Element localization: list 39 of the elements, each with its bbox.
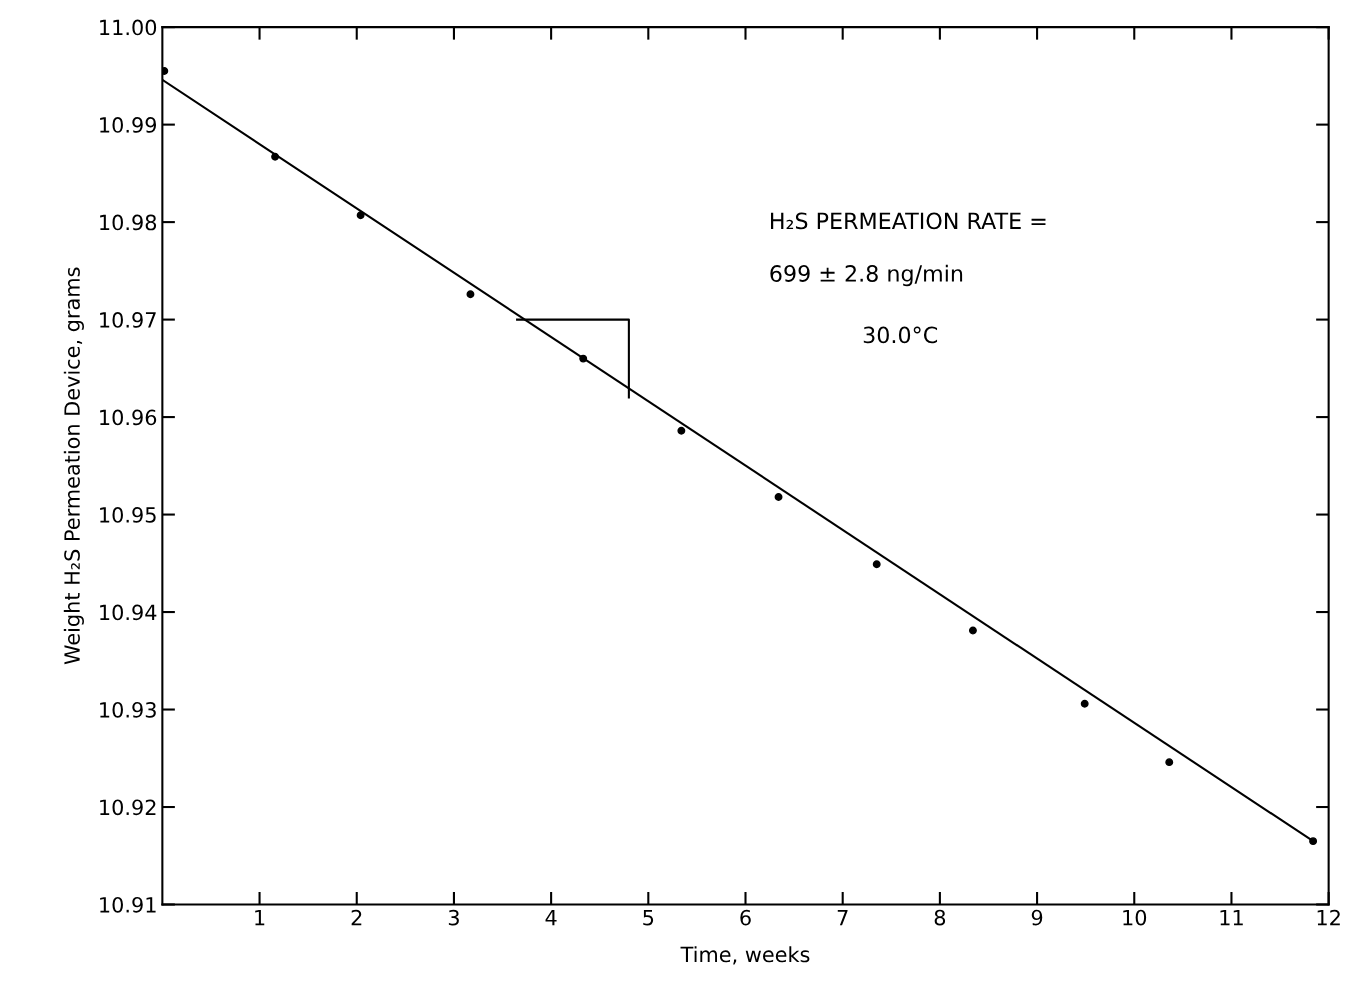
x-tick-label: 3 [448,909,459,926]
y-tick-label: 10.99 [100,117,157,133]
y-tick-label: 10.92 [100,799,156,816]
x-tick-label: 7 [837,910,848,926]
y-tick-label: 10.97 [100,312,156,328]
x-tick-label: 11 [1220,910,1243,926]
point [872,560,881,569]
x-tick-label: 2 [351,909,362,926]
x-tick-label: 1 [255,910,265,926]
point [774,493,783,501]
x-tick-label: 9 [1031,909,1043,926]
annotation: 30.0°C [863,326,938,344]
y-tick-label: 10.94 [100,604,157,621]
x-tick-label: 8 [934,909,946,926]
y-tick-label: 10.96 [100,409,157,426]
point [1165,758,1174,767]
x-tick-label: 6 [740,909,751,926]
y-tick-label: 10.91 [100,896,156,913]
x-tick-label: 5 [643,910,654,926]
point [1080,699,1089,708]
x-tick-label: 12 [1317,909,1340,926]
point [466,290,475,299]
point [162,67,169,75]
point [356,211,365,220]
point [968,626,977,635]
x-tick-label: 4 [545,910,557,926]
point [579,354,588,363]
annotation: H₂S PERMEATION RATE = [771,212,1046,230]
x-tick-label: 10 [1123,909,1147,926]
y-axis-title: Weight H₂S Permeation Device, grams [63,267,84,665]
y-tick-label: 10.98 [100,214,157,231]
point [677,426,686,435]
y-tick-label: 11.00 [100,19,157,36]
y-tick-label: 10.93 [100,701,156,718]
point [271,152,280,161]
point [1309,837,1318,846]
annotation: 699 ± 2.8 ng/min [770,264,963,287]
x-axis-title: Time, weeks [680,946,810,965]
y-tick-label: 10.95 [100,507,156,523]
